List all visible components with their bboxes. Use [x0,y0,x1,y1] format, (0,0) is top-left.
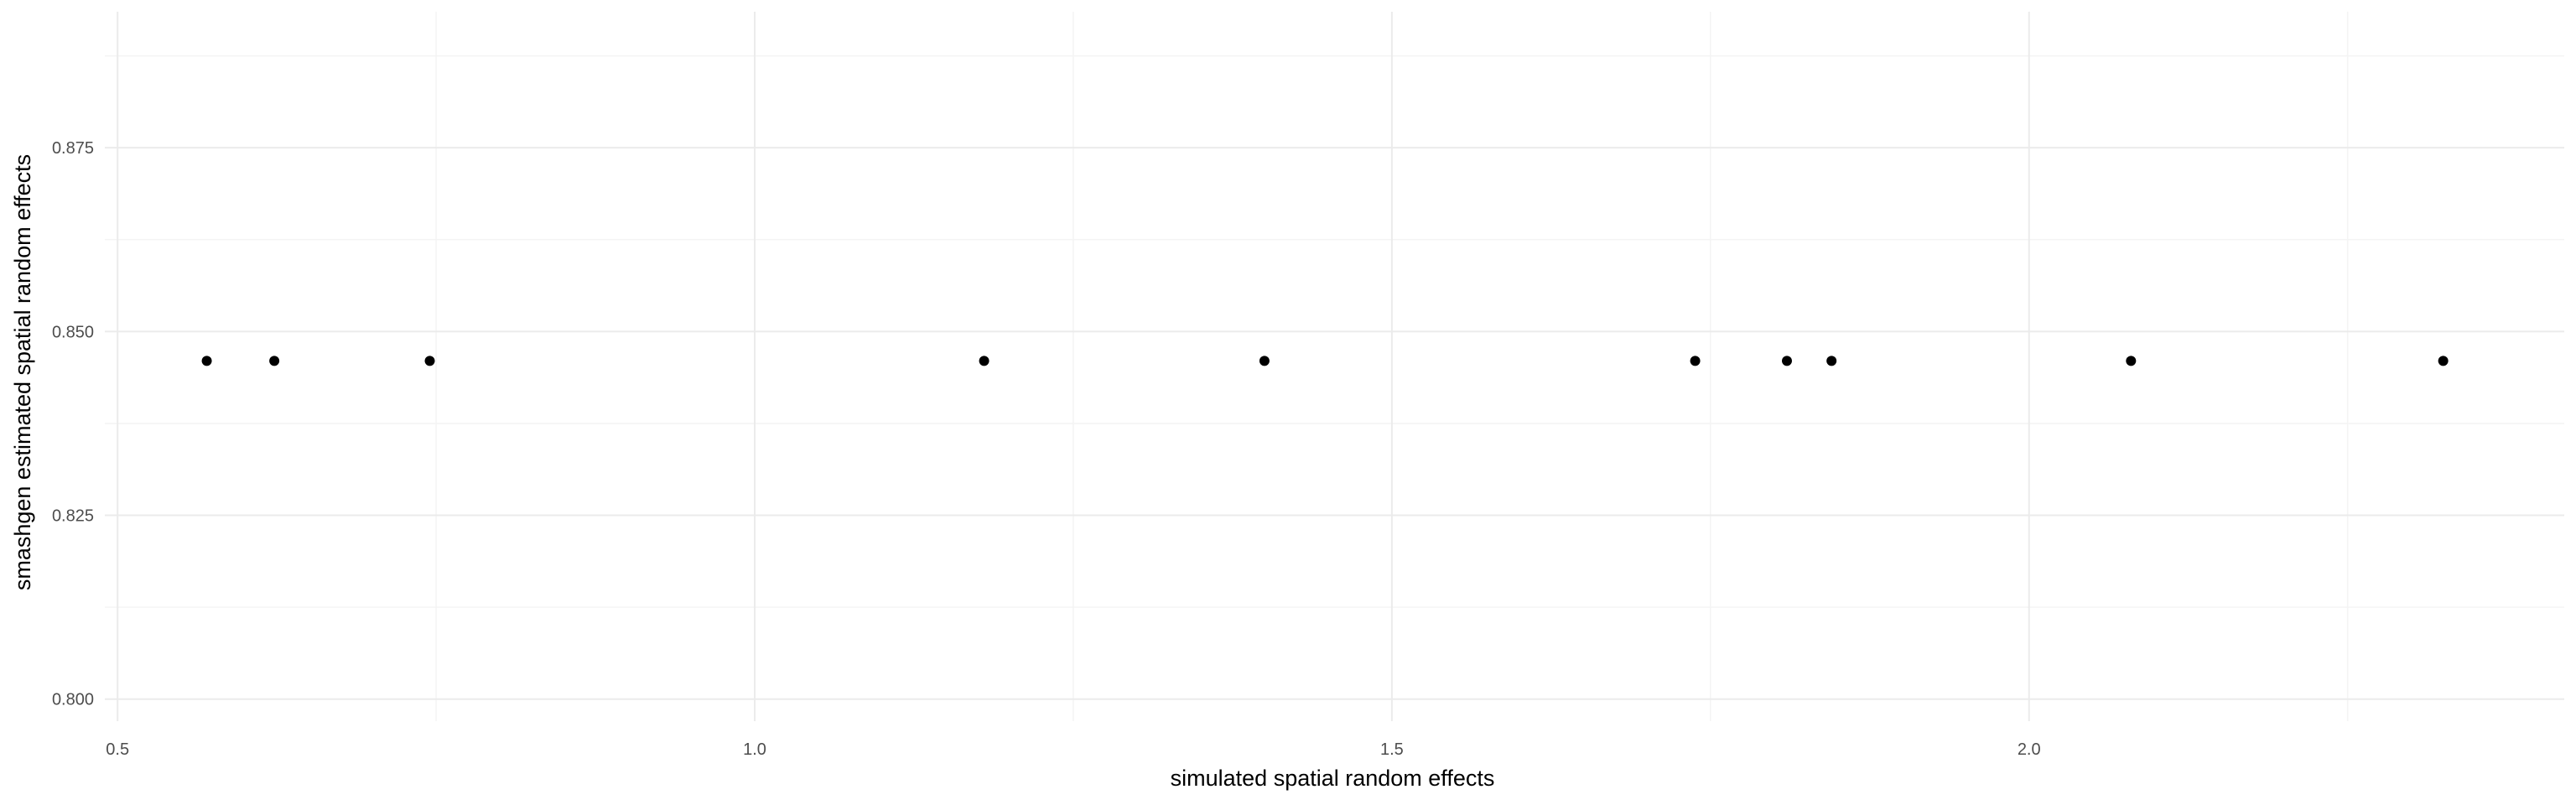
x-axis-title: simulated spatial random effects [1171,766,1495,791]
y-tick-label: 0.850 [52,323,94,341]
y-tick-label: 0.875 [52,139,94,158]
data-point [201,356,212,366]
y-tick-label: 0.825 [52,507,94,526]
y-axis-title: smashgen estimated spatial random effect… [10,154,35,590]
x-tick-label: 0.5 [106,740,129,759]
data-point [1781,356,1792,366]
data-point [1826,356,1837,366]
x-tick-labels: 0.5 1.0 1.5 2.0 [106,740,2040,759]
x-tick-label: 1.5 [1380,740,1404,759]
data-point [2126,356,2137,366]
x-tick-label: 1.0 [743,740,766,759]
data-point [424,356,435,366]
data-point [1259,356,1270,366]
data-point [2438,356,2449,366]
grid [105,12,2564,721]
data-points [201,356,2449,366]
data-point [979,356,989,366]
data-point [1690,356,1701,366]
y-tick-label: 0.800 [52,691,94,709]
y-tick-labels: 0.800 0.825 0.850 0.875 [52,139,94,709]
data-point [269,356,280,366]
x-tick-label: 2.0 [2018,740,2041,759]
